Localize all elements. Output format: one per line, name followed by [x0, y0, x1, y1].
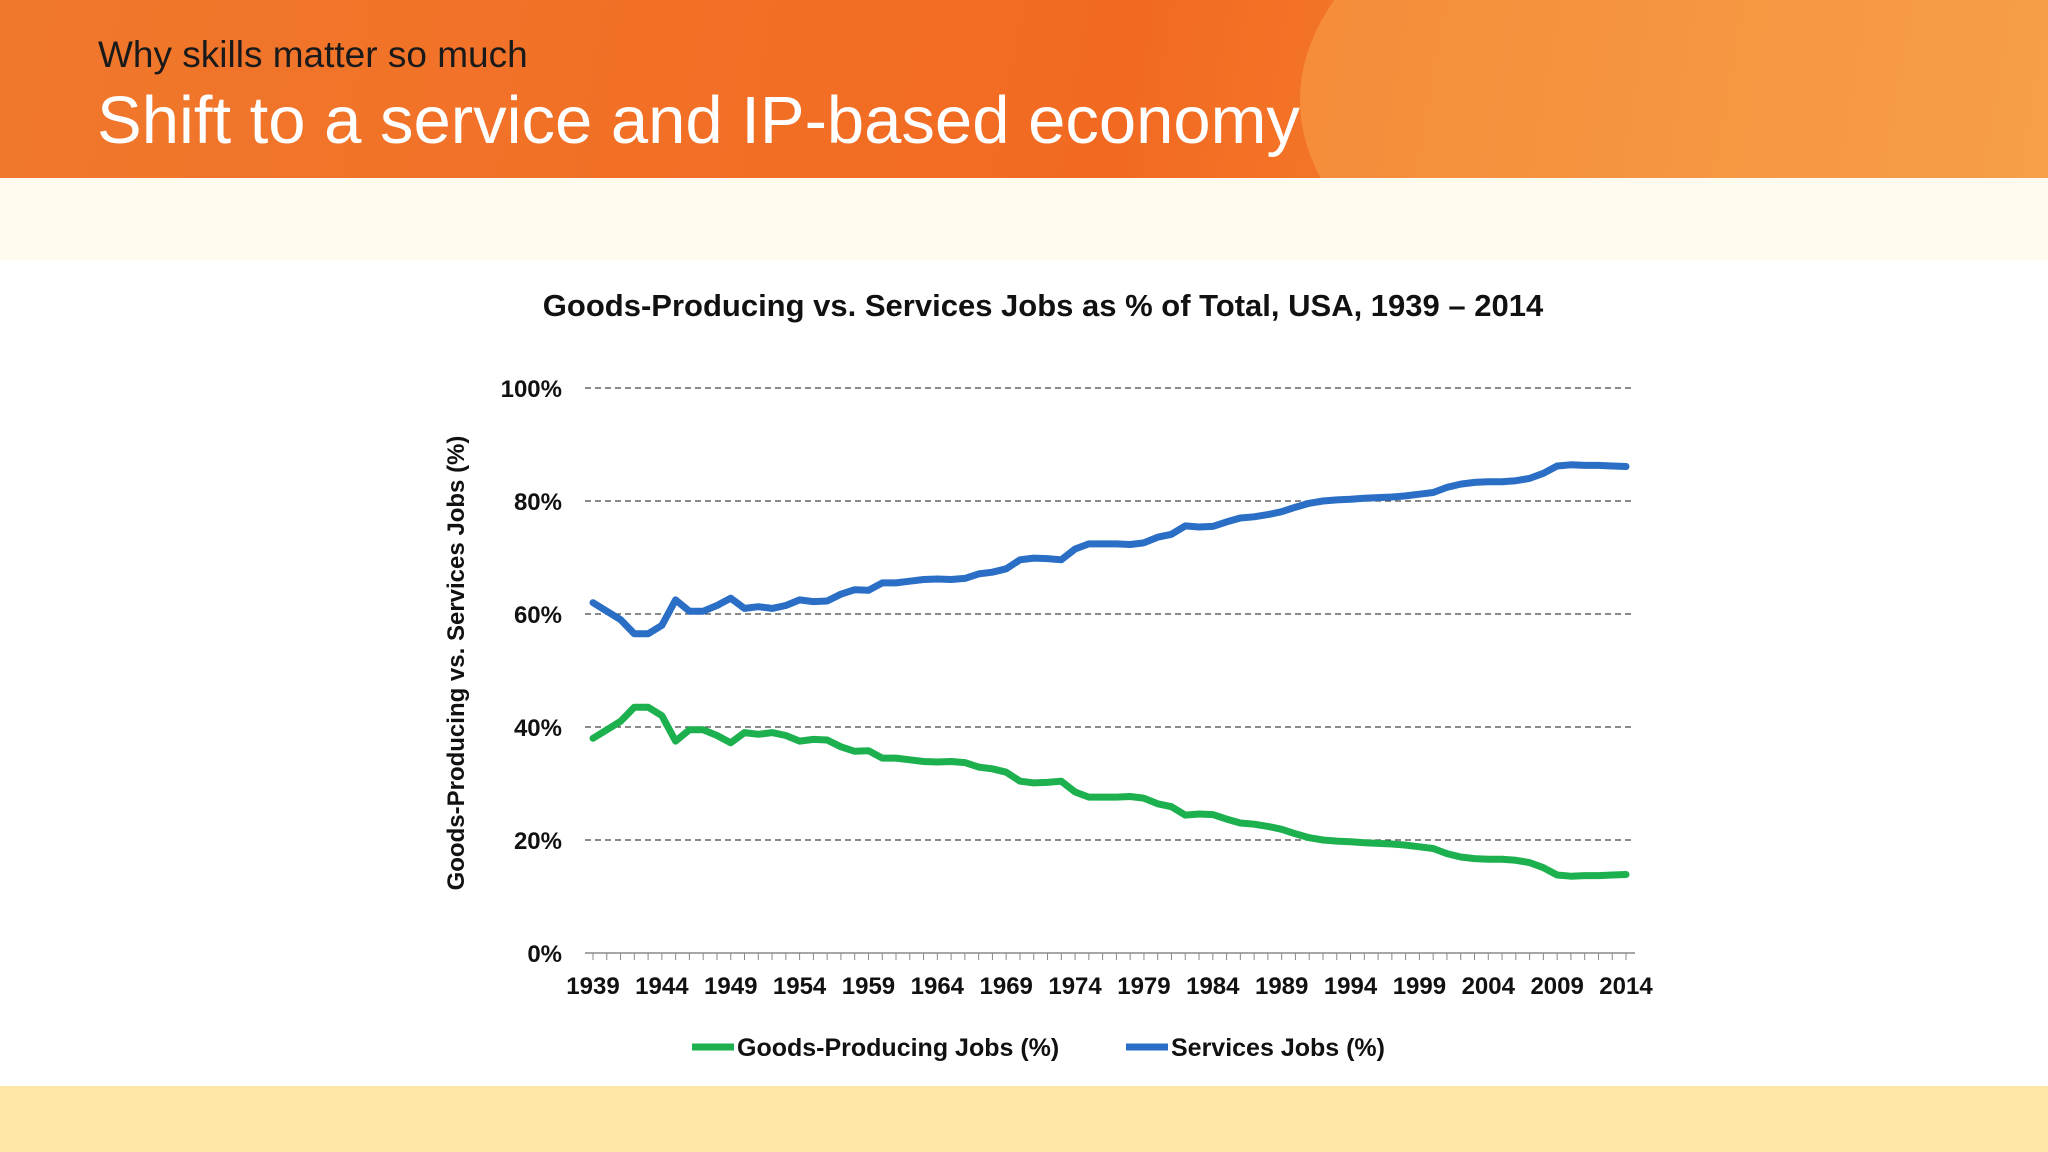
y-tick-label: 100%: [501, 376, 562, 403]
legend-label: Goods-Producing Jobs (%): [737, 1034, 1059, 1062]
x-tick-label: 1959: [842, 973, 895, 1000]
legend-label: Services Jobs (%): [1171, 1034, 1385, 1062]
slide-subtitle: Why skills matter so much: [98, 34, 528, 75]
y-axis-label: Goods-Producing vs. Services Jobs (%): [443, 436, 470, 891]
slide-footer: [0, 1086, 2048, 1152]
y-tick-label: 40%: [514, 715, 562, 742]
series-line-goods: [589, 703, 1630, 880]
y-tick-label: 0%: [527, 941, 562, 968]
header-band: [0, 178, 2048, 260]
x-tick-label: 1989: [1255, 973, 1308, 1000]
header-decoration: [1300, 0, 2048, 178]
series-line-services: [589, 461, 1630, 638]
x-tick-label: 2009: [1530, 973, 1583, 1000]
x-tick-label: 1979: [1117, 973, 1170, 1000]
slide-title: Shift to a service and IP-based economy: [97, 83, 1300, 158]
x-tick-label: 1999: [1393, 973, 1446, 1000]
y-tick-label: 80%: [514, 489, 562, 516]
x-tick-label: 2004: [1462, 973, 1516, 1000]
x-tick-label: 1964: [911, 973, 965, 1000]
y-tick-label: 60%: [514, 602, 562, 629]
x-tick-label: 1984: [1186, 973, 1240, 1000]
x-tick-label: 1949: [704, 973, 757, 1000]
x-tick-label: 1969: [980, 973, 1033, 1000]
x-tick-label: 1974: [1048, 973, 1102, 1000]
x-tick-label: 1939: [566, 973, 619, 1000]
y-tick-label: 20%: [514, 828, 562, 855]
x-tick-label: 1944: [635, 973, 689, 1000]
slide-header: Why skills matter so much Shift to a ser…: [0, 0, 2048, 178]
x-tick-label: 1994: [1324, 973, 1378, 1000]
x-tick-label: 1954: [773, 973, 827, 1000]
x-tick-label: 2014: [1599, 973, 1653, 1000]
chart-title: Goods-Producing vs. Services Jobs as % o…: [543, 288, 1544, 323]
